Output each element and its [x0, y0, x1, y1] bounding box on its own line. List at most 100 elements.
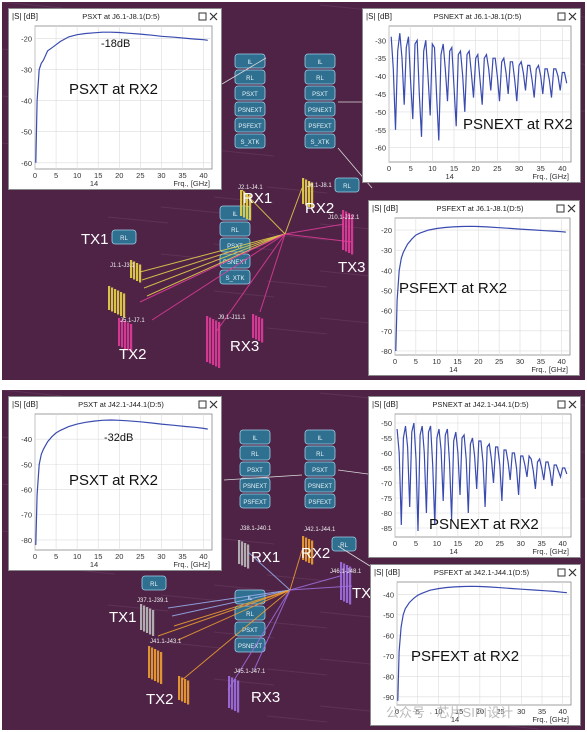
- right-block[interactable]: [304, 493, 336, 509]
- right-block[interactable]: [304, 69, 336, 85]
- chart-caption: PSNEXT at RX2: [463, 116, 573, 133]
- y-tick-label: -30: [21, 66, 32, 75]
- chart-caption: PSFEXT at RX2: [411, 648, 519, 665]
- center-block[interactable]: [219, 221, 251, 237]
- left-block[interactable]: [234, 133, 266, 149]
- y-tick-label: -50: [381, 419, 392, 428]
- left-block[interactable]: [234, 101, 266, 117]
- block-label: RL: [120, 236, 128, 242]
- x-tick-label: 10: [432, 357, 440, 366]
- x-tick-label: 40: [558, 164, 566, 173]
- close-button[interactable]: [209, 400, 218, 409]
- block-label: PSNEXT: [238, 108, 262, 114]
- port-label: J9.1-J11.1: [218, 315, 246, 321]
- close-button[interactable]: [209, 12, 218, 21]
- left-block-stack: IL RL PSXT PSNEXT PSFEXT S_XTK: [234, 53, 266, 149]
- port-label: J5.1-J7.1: [120, 318, 145, 324]
- x-tick-label: 30: [157, 171, 165, 180]
- block-label: RL: [231, 228, 239, 234]
- left-block[interactable]: [234, 69, 266, 85]
- x-tick-label: 40: [199, 171, 207, 180]
- chart-svg: |S| [dB] PSXT at J6.1-J8.1(D:5) -20 -30 -40 -…: [12, 12, 218, 188]
- rl-block-tx1[interactable]: [111, 229, 137, 245]
- block-label: PSNEXT: [308, 108, 332, 114]
- right-block[interactable]: [304, 477, 336, 493]
- close-button[interactable]: [568, 568, 577, 577]
- maximize-button[interactable]: [557, 568, 566, 577]
- x-tick-label: 40: [199, 552, 207, 561]
- chart-caption: PSFEXT at RX2: [399, 280, 507, 297]
- center-block[interactable]: [219, 269, 251, 285]
- maximize-button[interactable]: [198, 12, 207, 21]
- y-tick-label: -20: [21, 34, 32, 43]
- right-block[interactable]: [304, 101, 336, 117]
- close-button[interactable]: [568, 12, 577, 21]
- schematic-panel-top: IL RL PSXT PSNEXT PSFEXT S_XTK IL RL PSXT PSNEXT P…: [2, 2, 585, 380]
- y-tick-label: -60: [21, 486, 32, 495]
- background-texture: [213, 149, 275, 157]
- rl-block-rx2[interactable]: [331, 536, 357, 552]
- psfext-chart-window[interactable]: |S| [dB] PSFEXT at J6.1-J8.1(D:5) -20 -30 -4…: [368, 200, 580, 376]
- right-block[interactable]: [304, 117, 336, 133]
- psnext-chart-window[interactable]: |S| [dB] PSNEXT at J42.1-J44.1(D:5) -50 -55…: [368, 396, 581, 558]
- port-label: J38.1-J40.1: [240, 526, 272, 532]
- center-block[interactable]: [219, 253, 251, 269]
- connector-bundle: [340, 562, 352, 605]
- x-tick-label: 0: [393, 357, 397, 366]
- left-block[interactable]: [239, 429, 271, 445]
- maximize-button[interactable]: [198, 400, 207, 409]
- right-block[interactable]: [304, 461, 336, 477]
- group-label-rx3: RX3: [251, 689, 280, 706]
- right-block[interactable]: [304, 429, 336, 445]
- rl-block-rx2[interactable]: [334, 177, 360, 193]
- right-block[interactable]: [304, 85, 336, 101]
- left-block[interactable]: [234, 53, 266, 69]
- right-block[interactable]: [304, 53, 336, 69]
- connector-bundle: [238, 540, 250, 569]
- x-tick-label: 10: [433, 539, 441, 548]
- port-label: J41.1-J43.1: [150, 639, 182, 645]
- maximize-button[interactable]: [557, 400, 566, 409]
- y-tick-label: -30: [375, 36, 386, 45]
- block-label: PSXT: [312, 468, 328, 474]
- left-block[interactable]: [234, 85, 266, 101]
- x-tick-label: 20: [475, 539, 483, 548]
- left-block[interactable]: [234, 117, 266, 133]
- left-block-stack: IL RL PSXT PSNEXT PSFEXT: [239, 429, 271, 509]
- psfext-chart-window[interactable]: |S| [dB] PSFEXT at J42.1-J44.1(D:5) -40 -50…: [370, 564, 581, 726]
- left-block[interactable]: [239, 461, 271, 477]
- port-label: J1.1-J3.1: [110, 263, 135, 269]
- x-tick-label: 5: [414, 539, 418, 548]
- left-block[interactable]: [239, 493, 271, 509]
- background-texture: [213, 290, 275, 298]
- wire: [143, 233, 286, 289]
- psnext-chart-window[interactable]: |S| [dB] PSNEXT at J6.1-J8.1(D:5) -30 -35 -4…: [362, 8, 581, 183]
- wire: [167, 589, 291, 609]
- wire: [247, 551, 291, 591]
- right-block-stack: IL RL PSXT PSNEXT PSFEXT S_XTK: [304, 53, 336, 149]
- rl-block-tx1[interactable]: [141, 575, 167, 591]
- pointer-line: [337, 469, 369, 475]
- x-tick-label: 0: [33, 171, 37, 180]
- block-label: PSNEXT: [238, 644, 262, 650]
- x-tick-label: 10: [428, 164, 436, 173]
- maximize-button[interactable]: [557, 12, 566, 21]
- block-label: IL: [232, 212, 238, 218]
- center-block[interactable]: [234, 621, 266, 637]
- psxt-chart-window[interactable]: |S| [dB] PSXT at J42.1-J44.1(D:5) -40 -50 -6…: [8, 396, 222, 571]
- right-block[interactable]: [304, 133, 336, 149]
- maximize-button[interactable]: [556, 204, 565, 213]
- left-block[interactable]: [239, 445, 271, 461]
- background-texture: [266, 621, 328, 629]
- psxt-chart-window[interactable]: |S| [dB] PSXT at J6.1-J8.1(D:5) -20 -30 -40 -…: [8, 8, 222, 190]
- x-tick-label: 15: [94, 171, 102, 180]
- y-tick-label: -70: [381, 327, 392, 336]
- close-button[interactable]: [567, 204, 576, 213]
- group-label-rx1: RX1: [243, 190, 272, 207]
- close-button[interactable]: [568, 400, 577, 409]
- x-tick-label: 30: [515, 164, 523, 173]
- block-label: PSXT: [247, 468, 263, 474]
- marker-label: 14: [90, 179, 98, 188]
- right-block[interactable]: [304, 445, 336, 461]
- x-tick-label: 15: [453, 357, 461, 366]
